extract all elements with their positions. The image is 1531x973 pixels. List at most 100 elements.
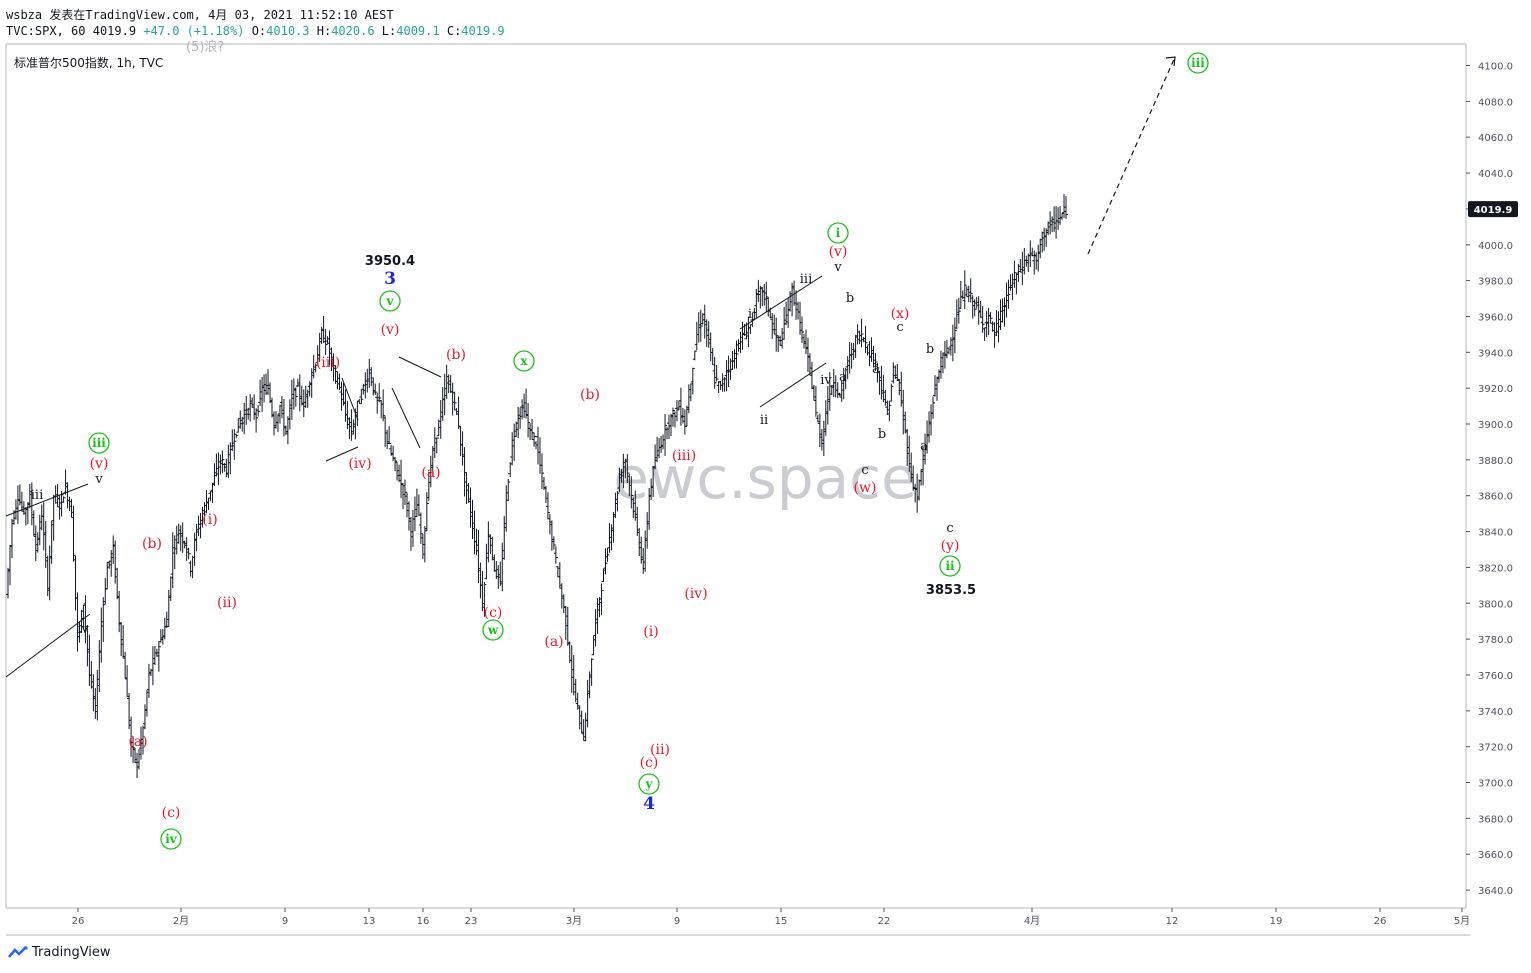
ohlc-bar bbox=[262, 374, 267, 403]
wave-label: c bbox=[861, 463, 868, 478]
ohlc-bar bbox=[91, 674, 96, 712]
ohlc-bar bbox=[438, 399, 443, 439]
ohlc-bar bbox=[397, 464, 402, 483]
tradingview-footer[interactable]: TradingView bbox=[8, 945, 111, 960]
ohlc-bar bbox=[569, 645, 574, 693]
wave-label: (c) bbox=[640, 755, 659, 771]
wave-label: b bbox=[846, 291, 854, 306]
ohlc-bar bbox=[704, 319, 709, 348]
ohlc-bar bbox=[152, 646, 157, 665]
y-tick-label: 3700.0 bbox=[1478, 779, 1513, 790]
wave-label: iii bbox=[1191, 56, 1205, 70]
ohlc-bar bbox=[1046, 221, 1051, 236]
ohlc-bar bbox=[859, 318, 864, 348]
ohlc-bar bbox=[299, 385, 304, 406]
ohlc-bar bbox=[948, 337, 953, 356]
ohlc-bar bbox=[581, 719, 586, 742]
y-tick-label: 3720.0 bbox=[1478, 743, 1513, 754]
ohlc-bar bbox=[220, 450, 225, 473]
ohlc-bar bbox=[492, 554, 497, 572]
ohlc-bar bbox=[752, 307, 757, 320]
ohlc-bar bbox=[875, 362, 880, 383]
ohlc-bar bbox=[670, 407, 675, 427]
ohlc-bar bbox=[15, 485, 20, 524]
ohlc-bar bbox=[800, 316, 805, 343]
ohlc-bar bbox=[825, 386, 830, 425]
ohlc-bar bbox=[796, 301, 801, 320]
wave-label: (v) bbox=[381, 322, 400, 338]
projection-line bbox=[1087, 56, 1176, 255]
wave-label: (v) bbox=[90, 456, 109, 472]
y-tick-label: 3880.0 bbox=[1478, 456, 1513, 467]
ohlc-bar bbox=[101, 597, 106, 642]
ohlc-bar bbox=[420, 534, 425, 560]
ohlc-bar bbox=[565, 606, 570, 646]
ohlc-bar bbox=[287, 399, 292, 430]
ohlc-bar bbox=[595, 598, 600, 634]
ohlc-bar bbox=[440, 386, 445, 421]
ohlc-bar bbox=[958, 280, 963, 309]
wave-label: (iv) bbox=[684, 586, 707, 602]
ohlc-bar bbox=[611, 511, 616, 543]
low-value: 4009.1 bbox=[396, 24, 440, 38]
ohlc-bar bbox=[1014, 273, 1019, 295]
ohlc-bar bbox=[279, 395, 284, 419]
ohlc-bar bbox=[956, 297, 961, 324]
ohlc-bar bbox=[986, 307, 991, 336]
wave-label: iv bbox=[165, 832, 178, 846]
last-value: 4019.9 bbox=[92, 24, 137, 38]
ohlc-bar bbox=[395, 461, 400, 481]
ohlc-bar bbox=[385, 429, 390, 449]
ohlc-bar bbox=[103, 578, 108, 605]
ohlc-bar bbox=[1020, 251, 1025, 286]
ohlc-bar bbox=[615, 491, 620, 512]
ohlc-bar bbox=[170, 532, 175, 589]
ohlc-bar bbox=[232, 429, 237, 460]
ohlc-bar bbox=[974, 296, 979, 309]
wave-label: a bbox=[839, 370, 847, 385]
wave-label: b bbox=[878, 427, 886, 442]
ohlc-bar bbox=[645, 512, 650, 549]
ohlc-bar bbox=[534, 441, 539, 450]
ohlc-bar bbox=[1064, 196, 1069, 219]
ohlc-bar bbox=[313, 363, 318, 373]
ohlc-bar bbox=[857, 330, 862, 345]
ohlc-bar bbox=[738, 331, 743, 354]
ohlc-bar bbox=[59, 491, 64, 517]
ohlc-bar bbox=[333, 365, 338, 384]
ohlc-bar bbox=[404, 492, 409, 518]
y-tick-label: 4000.0 bbox=[1478, 241, 1513, 252]
ohlc-bar bbox=[786, 298, 791, 328]
projection-arrowhead bbox=[1165, 56, 1176, 67]
wave-label: (a) bbox=[544, 634, 563, 650]
ohlc-bar bbox=[1036, 244, 1041, 272]
x-tick-label: 22 bbox=[878, 916, 891, 927]
ohlc-bar bbox=[236, 418, 241, 433]
ohlc-bar bbox=[97, 640, 102, 692]
ohlc-bar bbox=[401, 482, 406, 510]
ohlc-bar bbox=[137, 749, 142, 770]
ohlc-bar bbox=[478, 562, 483, 599]
ohlc-bar bbox=[716, 381, 721, 394]
ohlc-bar bbox=[289, 379, 294, 420]
ohlc-bar bbox=[264, 373, 269, 396]
ohlc-bar bbox=[470, 499, 475, 540]
low-label: L: bbox=[381, 24, 397, 38]
ohlc-bar bbox=[65, 482, 70, 509]
ohlc-bar bbox=[434, 437, 439, 454]
ohlc-bar bbox=[252, 394, 257, 420]
ohlc-bar bbox=[482, 581, 487, 617]
y-tick-label: 3800.0 bbox=[1478, 599, 1513, 610]
wave-label: y bbox=[645, 777, 654, 791]
ohlc-bar bbox=[637, 527, 642, 557]
ohlc-bar bbox=[597, 597, 602, 618]
ohlc-bar bbox=[667, 414, 672, 440]
ohlc-line: TVC:SPX, 60 4019.9 +47.0 (+1.18%) O:4010… bbox=[6, 24, 505, 38]
ohlc-bar bbox=[498, 561, 503, 586]
wave-label: i bbox=[748, 307, 752, 322]
y-tick-label: 3780.0 bbox=[1478, 635, 1513, 646]
ohlc-bar bbox=[335, 371, 340, 390]
ohlc-bar bbox=[887, 401, 892, 422]
trend-line bbox=[391, 387, 421, 449]
